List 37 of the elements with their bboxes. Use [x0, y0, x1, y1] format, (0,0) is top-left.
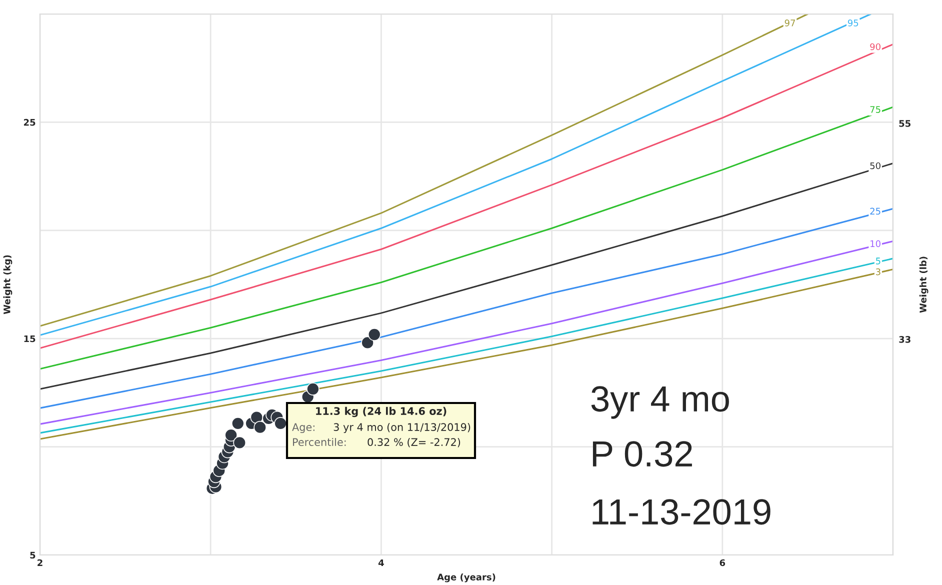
annotation: 11.3 kg (24 lb 14.6 oz): [316, 406, 446, 418]
annotation: 3yr 4 mo: [591, 386, 729, 419]
x-tick-label: 4: [378, 559, 384, 566]
x-tick-label: 2: [38, 559, 42, 566]
series-label: 10: [870, 240, 880, 248]
point: [233, 436, 246, 450]
x-tick-label: 6: [720, 559, 726, 566]
y-tick-label: 25: [24, 118, 36, 126]
y2-tick-label: 33: [899, 336, 910, 343]
y-tick-label: 5: [30, 552, 36, 559]
x-axis-title: Age (years): [437, 573, 496, 582]
series-label: 97: [784, 20, 795, 26]
y-axis-title: Weight (kg): [3, 255, 12, 314]
point: [224, 428, 238, 442]
series-label: 50: [870, 162, 880, 170]
y2-axis-title: Weight (lb): [919, 256, 928, 313]
y2-tick-label: 55: [899, 120, 910, 127]
point: [368, 328, 381, 341]
annotation: Percentile:: [293, 438, 346, 446]
point: [274, 416, 287, 430]
annotation: Age:: [292, 423, 314, 434]
point: [306, 382, 320, 396]
series-label: 75: [870, 106, 880, 113]
annotation: 11-13-2019: [592, 499, 770, 525]
y-tick-label: 15: [24, 335, 36, 342]
series-label: 3: [876, 268, 880, 276]
annotation: 0.32 % (Z= -2.72): [368, 438, 460, 448]
point: [254, 420, 267, 434]
annotation: 3 yr 4 mo (on 11/13/2019): [334, 422, 470, 434]
annotation: P 0.32: [592, 441, 692, 467]
point: [361, 336, 374, 350]
point: [231, 416, 244, 430]
series-label: 25: [870, 208, 880, 215]
series-label: 90: [870, 43, 880, 50]
line-series: [40, 106, 893, 370]
series-label: 5: [876, 258, 880, 264]
series-label: 95: [848, 20, 858, 26]
